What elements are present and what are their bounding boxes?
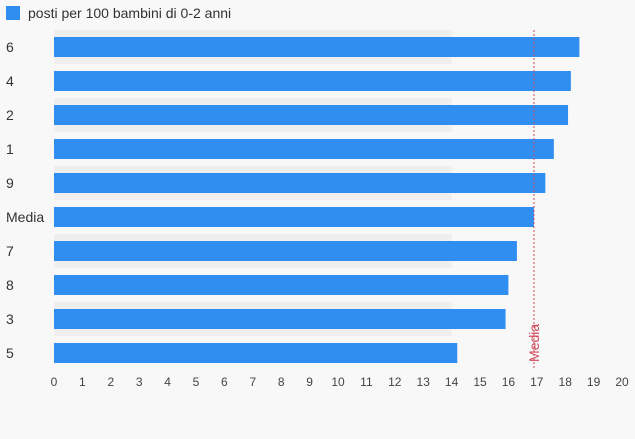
x-tick-label: 19 (587, 375, 601, 389)
legend: posti per 100 bambini di 0-2 anni (6, 5, 231, 21)
category-label: 2 (6, 107, 14, 123)
bar (54, 173, 546, 193)
x-tick-label: 18 (559, 375, 573, 389)
bar (54, 71, 571, 91)
category-label: 5 (6, 345, 14, 361)
category-label: 9 (6, 175, 14, 191)
x-tick-label: 3 (136, 375, 143, 389)
bar (54, 207, 534, 227)
x-tick-label: 4 (164, 375, 171, 389)
x-tick-label: 8 (278, 375, 285, 389)
x-tick-label: 5 (193, 375, 200, 389)
x-tick-label: 1 (79, 375, 86, 389)
bar (54, 139, 554, 159)
x-tick-label: 12 (388, 375, 402, 389)
bar (54, 309, 506, 329)
legend-label: posti per 100 bambini di 0-2 anni (28, 5, 232, 21)
category-label: 8 (6, 277, 14, 293)
x-tick-label: 2 (107, 375, 114, 389)
x-tick-label: 9 (306, 375, 313, 389)
category-label: 7 (6, 243, 14, 259)
x-tick-label: 20 (615, 375, 629, 389)
category-label: Media (6, 209, 44, 225)
category-label: 1 (6, 141, 14, 157)
category-label: 3 (6, 311, 14, 327)
reference-line-label: Media (526, 324, 542, 362)
bar (54, 105, 569, 125)
category-label: 4 (6, 73, 14, 89)
x-tick-label: 17 (530, 375, 544, 389)
legend-swatch (6, 6, 20, 20)
x-tick-label: 13 (417, 375, 431, 389)
bar (54, 275, 509, 295)
x-tick-label: 16 (502, 375, 516, 389)
x-tick-label: 6 (221, 375, 228, 389)
x-tick-label: 15 (473, 375, 487, 389)
bar (54, 343, 458, 363)
bar (54, 241, 517, 261)
category-label: 6 (6, 39, 14, 55)
x-tick-label: 11 (360, 375, 373, 389)
bar (54, 37, 580, 57)
x-tick-label: 7 (249, 375, 256, 389)
x-tick-label: 14 (445, 375, 459, 389)
x-tick-label: 10 (331, 375, 345, 389)
x-tick-label: 0 (51, 375, 58, 389)
